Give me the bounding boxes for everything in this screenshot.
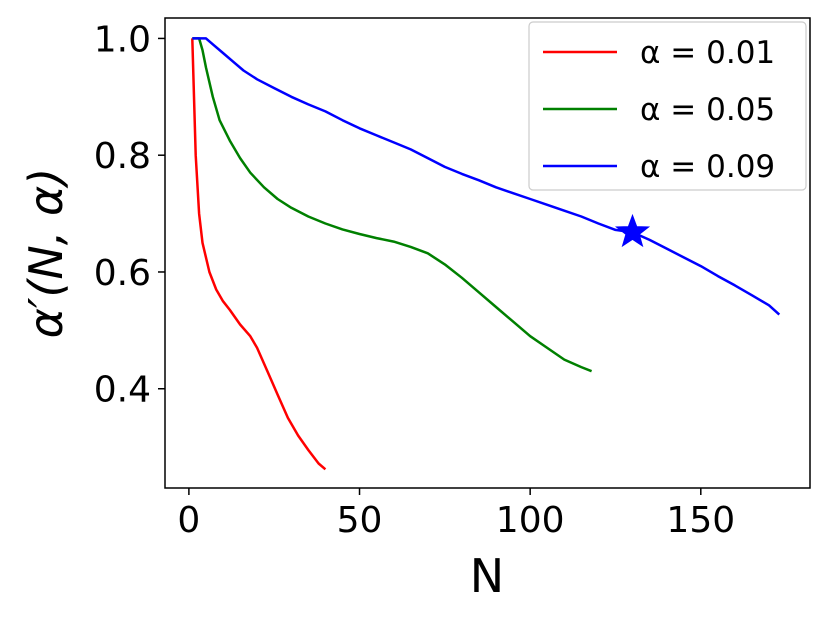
x-tick-label-4: 150 [666,500,735,541]
x-tick-label-3: 100 [496,500,565,541]
legend-label-3: α = 0.09 [640,149,775,185]
x-axis: 0 50 100 150 [177,488,735,541]
y-tick-label-2: 0.6 [94,253,151,294]
y-tick-label-3: 0.8 [94,136,151,177]
marker-layer [615,213,651,248]
x-tick-label-2: 50 [337,500,383,541]
series-line-1 [191,38,327,471]
plot-frame [164,17,811,489]
series-line-2 [192,37,593,373]
x-axis-title: N [470,549,504,603]
y-tick-label-4: 1.0 [94,19,151,60]
legend-frame [528,21,807,191]
x-tick-label-1: 0 [177,500,200,541]
legend-label-1: α = 0.01 [640,35,775,71]
legend-label-2: α = 0.05 [640,92,775,128]
series-layer [191,37,781,471]
series-line-3 [192,37,781,316]
y-axis: 0.4 0.6 0.8 1.0 [94,19,165,411]
y-tick-label-1: 0.4 [94,370,151,411]
legend: α = 0.01 α = 0.05 α = 0.09 [528,21,807,191]
star-marker-1 [615,213,651,248]
y-axis-title: α′(N, α) [19,168,73,339]
